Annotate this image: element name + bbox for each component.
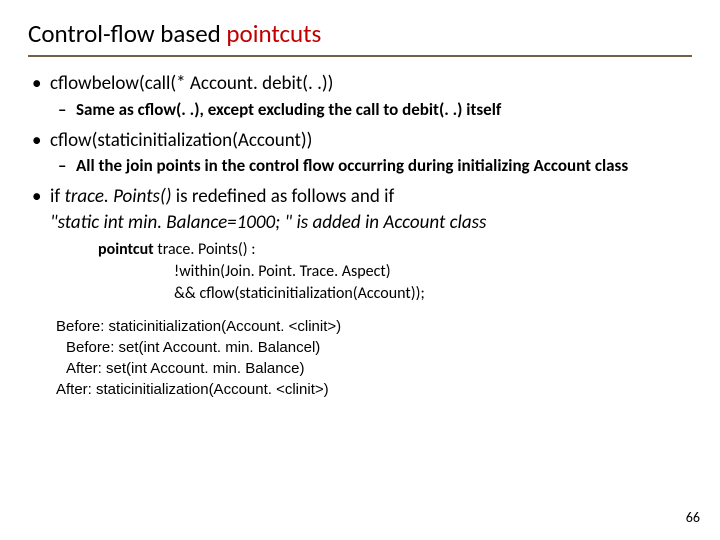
bullet-3-line2: "static int min. Balance=1000; " is adde… — [50, 211, 486, 234]
out-line-2: Before: set(int Account. min. Balancel) — [56, 337, 692, 358]
bullet-list: cflowbelow(call(* Account. debit(. .)) S… — [28, 71, 692, 304]
bullet-3: if trace. Points() is redefined as follo… — [28, 184, 692, 304]
bullet-1-sub: Same as cflow(. .), except excluding the… — [50, 99, 692, 122]
output-block: Before: staticinitialization(Account. <c… — [56, 316, 692, 400]
code-line-1: pointcut trace. Points() : — [98, 240, 256, 259]
b3l1c: is redefined as follows and if — [171, 185, 394, 208]
title-text-1: Control-flow based — [28, 18, 226, 49]
cl1b: trace. Points() : — [154, 240, 256, 259]
slide-title: Control-flow based pointcuts — [28, 18, 692, 57]
code-block: pointcut trace. Points() : !within(Join.… — [98, 239, 692, 304]
bullet-2: cflow(staticinitialization(Account)) All… — [28, 128, 692, 179]
out-line-4: After: staticinitialization(Account. <cl… — [56, 379, 692, 400]
b3l1a: if — [50, 185, 64, 208]
bullet-2-sub: All the join points in the control flow … — [50, 155, 692, 178]
b3l1b: trace. Points() — [64, 185, 171, 208]
code-line-2: !within(Join. Point. Trace. Aspect) — [98, 261, 692, 283]
out-line-1: Before: staticinitialization(Account. <c… — [56, 316, 692, 337]
bullet-1-sub-list: Same as cflow(. .), except excluding the… — [50, 99, 692, 122]
title-text-2: pointcuts — [226, 18, 321, 49]
page-number: 66 — [686, 509, 700, 526]
code-line-3: && cflow(staticinitialization(Account)); — [98, 283, 692, 305]
bullet-1-text: cflowbelow(call(* Account. debit(. .)) — [50, 72, 333, 95]
bullet-3-line1: if trace. Points() is redefined as follo… — [50, 185, 394, 208]
slide: Control-flow based pointcuts cflowbelow(… — [0, 0, 720, 540]
bullet-2-sub-list: All the join points in the control flow … — [50, 155, 692, 178]
out-line-3: After: set(int Account. min. Balance) — [56, 358, 692, 379]
cl1a: pointcut — [98, 240, 154, 259]
bullet-2-text: cflow(staticinitialization(Account)) — [50, 129, 312, 152]
bullet-1: cflowbelow(call(* Account. debit(. .)) S… — [28, 71, 692, 122]
